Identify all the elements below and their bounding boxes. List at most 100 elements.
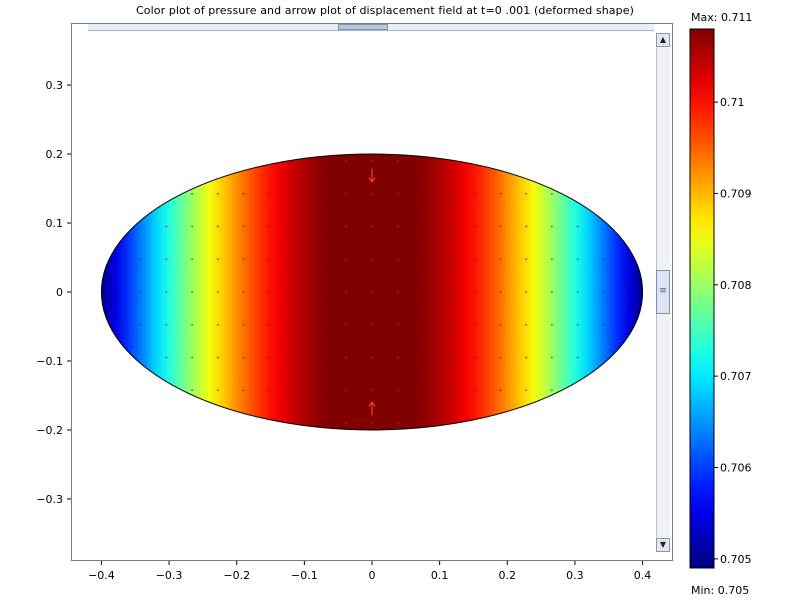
displacement-arrow xyxy=(499,291,502,293)
displacement-arrow xyxy=(551,389,553,391)
displacement-arrow xyxy=(474,324,476,326)
displacement-arrow xyxy=(217,356,219,359)
displacement-arrow xyxy=(319,193,322,195)
displacement-arrow xyxy=(397,160,399,162)
displacement-arrow xyxy=(319,160,322,162)
displacement-arrow xyxy=(319,225,322,228)
displacement-arrow xyxy=(368,401,376,407)
displacement-arrow xyxy=(371,258,373,260)
displacement-arrow xyxy=(371,324,373,326)
displacement-arrow xyxy=(371,389,373,391)
colorbar xyxy=(689,28,715,569)
displacement-arrow xyxy=(371,356,373,359)
displacement-arrow xyxy=(165,324,167,326)
displacement-arrow xyxy=(422,422,425,424)
displacement-arrow xyxy=(577,225,579,228)
displacement-arrow xyxy=(242,324,245,326)
displacement-arrow xyxy=(397,291,399,293)
y-tick-label: −0.3 xyxy=(36,493,63,506)
displacement-arrow xyxy=(268,225,270,228)
displacement-arrow xyxy=(345,356,347,359)
displacement-arrow xyxy=(294,356,296,359)
displacement-arrow xyxy=(191,389,193,391)
displacement-arrow xyxy=(525,356,527,359)
displacement-arrow xyxy=(368,177,376,183)
displacement-arrow xyxy=(371,422,373,424)
displacement-arrow xyxy=(448,356,450,359)
displacement-arrow xyxy=(191,291,193,293)
displacement-arrow xyxy=(525,225,527,228)
displacement-arrow xyxy=(319,389,322,391)
displacement-arrow xyxy=(602,258,604,260)
x-tick-label: −0.1 xyxy=(291,569,318,582)
displacement-arrow xyxy=(345,291,347,293)
y-tick-label: −0.2 xyxy=(36,424,63,437)
displacement-arrow xyxy=(268,193,270,195)
displacement-arrow xyxy=(140,291,142,293)
x-tick-label: −0.3 xyxy=(156,569,183,582)
displacement-arrow xyxy=(474,291,476,293)
displacement-arrow xyxy=(474,225,476,228)
displacement-arrow xyxy=(140,324,142,326)
y-tick-label: 0 xyxy=(56,286,63,299)
displacement-arrow xyxy=(422,225,425,228)
displacement-arrow xyxy=(242,389,245,391)
displacement-arrow xyxy=(371,291,373,293)
displacement-arrow xyxy=(217,193,219,195)
displacement-arrow xyxy=(242,291,245,293)
displacement-arrow xyxy=(448,225,450,228)
displacement-arrow xyxy=(294,258,296,260)
scroll-up-icon[interactable]: ▲ xyxy=(656,33,670,47)
displacement-arrow xyxy=(448,291,450,293)
displacement-arrow xyxy=(371,160,373,162)
scroll-down-icon[interactable]: ▼ xyxy=(656,538,670,552)
displacement-arrow xyxy=(397,422,399,424)
displacement-arrow xyxy=(345,193,347,195)
vertical-scrollbar-thumb[interactable]: ≡ xyxy=(656,270,670,314)
displacement-arrow xyxy=(294,389,296,391)
displacement-arrow xyxy=(165,356,167,359)
displacement-arrow xyxy=(474,193,476,195)
displacement-arrow xyxy=(268,258,270,260)
displacement-arrow xyxy=(319,324,322,326)
displacement-arrow xyxy=(499,225,502,228)
displacement-arrow xyxy=(319,291,322,293)
displacement-arrow xyxy=(525,324,527,326)
x-tick-label: 0.2 xyxy=(499,569,517,582)
y-tick-label: 0.3 xyxy=(46,79,64,92)
displacement-arrow xyxy=(242,356,245,359)
displacement-arrow xyxy=(217,389,219,391)
x-tick-label: −0.4 xyxy=(88,569,115,582)
displacement-arrow xyxy=(602,324,604,326)
displacement-arrow xyxy=(371,193,373,195)
displacement-arrow xyxy=(422,160,425,162)
displacement-arrow xyxy=(165,258,167,260)
colorbar-tick-label: 0.708 xyxy=(720,279,752,292)
x-tick-label: 0 xyxy=(369,569,376,582)
displacement-arrow xyxy=(345,389,347,391)
displacement-arrow xyxy=(499,193,502,195)
colorbar-max-label: Max: 0.711 xyxy=(691,11,752,24)
x-tick-label: −0.2 xyxy=(223,569,250,582)
x-tick-label: 0.1 xyxy=(431,569,449,582)
displacement-arrow xyxy=(191,225,193,228)
displacement-arrow xyxy=(422,356,425,359)
displacement-arrow xyxy=(319,356,322,359)
x-tick-label: 0.4 xyxy=(634,569,652,582)
displacement-arrow xyxy=(551,324,553,326)
displacement-arrow xyxy=(422,193,425,195)
displacement-arrow xyxy=(191,258,193,260)
displacement-arrow xyxy=(242,225,245,228)
horizontal-scrollbar-thumb[interactable] xyxy=(338,24,388,30)
x-tick-label: 0.3 xyxy=(566,569,584,582)
displacement-arrow xyxy=(268,389,270,391)
displacement-arrow xyxy=(577,356,579,359)
displacement-arrow xyxy=(371,225,373,228)
displacement-arrow xyxy=(577,291,579,293)
displacement-arrow xyxy=(525,258,527,260)
displacement-arrow xyxy=(294,324,296,326)
displacement-arrow xyxy=(448,258,450,260)
displacement-arrow xyxy=(448,324,450,326)
displacement-arrow xyxy=(242,193,245,195)
